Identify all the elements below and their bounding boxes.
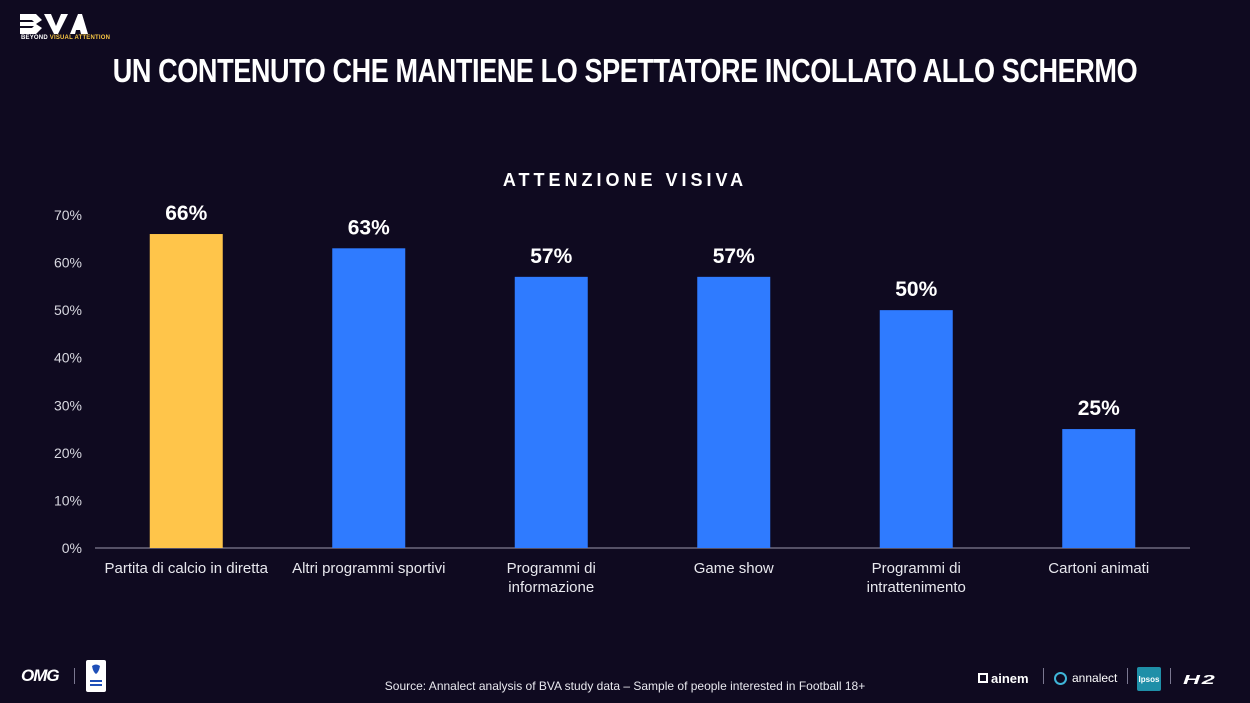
bar: [149, 234, 223, 548]
ainem-logo: ainem: [978, 666, 1029, 690]
bar-chart: 0% 10% 20% 30% 40% 50% 60% 70% 66% Partita di cal…: [54, 202, 1190, 596]
bar: [697, 276, 771, 548]
bar: [514, 276, 588, 548]
x-category-label: intrattenimento: [867, 579, 966, 596]
bar: [1062, 429, 1136, 548]
x-category-label: Programmi di: [507, 560, 596, 577]
x-category-label: informazione: [508, 579, 594, 596]
x-category-label: Partita di calcio in diretta: [105, 560, 269, 577]
footer-divider: [74, 668, 75, 684]
ainem-square-icon: [978, 673, 988, 683]
bar: [879, 310, 953, 548]
footer-divider: [1170, 668, 1171, 684]
bar-value-label: 57%: [713, 245, 755, 268]
bar: [332, 248, 406, 549]
source-note: Source: Annalect analysis of BVA study d…: [384, 679, 866, 693]
bar-value-label: 50%: [895, 278, 937, 301]
footer-divider: [1127, 668, 1128, 684]
y-tick-label: 10%: [54, 492, 82, 508]
x-category-label: Programmi di: [872, 560, 961, 577]
ipsos-logo: Ipsos: [1137, 667, 1161, 691]
annalect-ring-icon: [1054, 671, 1067, 685]
bva-logo-icon: [20, 14, 92, 44]
bar-value-label: 63%: [348, 216, 390, 239]
brand-tagline: BEYOND VISUAL ATTENTION: [21, 35, 111, 41]
annalect-logo: annalect: [1054, 666, 1117, 690]
y-tick-label: 0%: [62, 540, 82, 556]
footer-divider: [1043, 668, 1044, 684]
y-tick-label: 40%: [54, 350, 82, 366]
y-tick-label: 50%: [54, 302, 82, 318]
bar-value-label: 25%: [1078, 397, 1120, 420]
x-category-label: Altri programmi sportivi: [292, 560, 445, 577]
bar-value-label: 57%: [530, 245, 572, 268]
y-tick-label: 20%: [54, 445, 82, 461]
y-tick-label: 70%: [54, 207, 82, 223]
bar-value-label: 66%: [165, 202, 207, 225]
chart-title: ATTENZIONE VISIVA: [502, 170, 748, 190]
y-tick-label: 60%: [54, 255, 82, 271]
x-category-label: Game show: [694, 560, 774, 577]
page-title: UN CONTENUTO CHE MANTIENE LO SPETTATORE …: [112, 52, 1138, 89]
h2-logo: H2: [1183, 672, 1217, 687]
y-tick-label: 30%: [54, 397, 82, 413]
omg-logo: OMG: [21, 666, 60, 685]
serie-a-logo-icon: [86, 660, 106, 692]
x-category-label: Cartoni animati: [1048, 560, 1149, 577]
